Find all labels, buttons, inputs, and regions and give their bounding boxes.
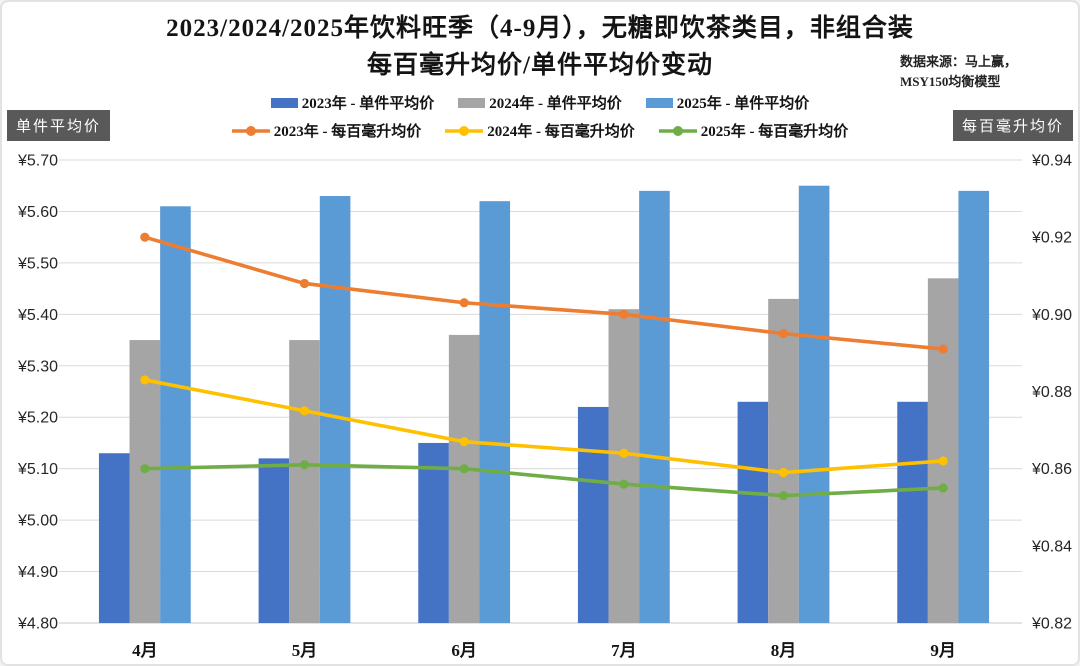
marker-2025年-4月	[140, 464, 150, 474]
marker-2025年-7月	[619, 479, 629, 489]
marker-2024年-4月	[140, 375, 150, 385]
left-axis-title-badge: 单件平均价	[7, 110, 111, 141]
line-2024年	[143, 378, 945, 475]
left-axis-tick-label: ¥5.30	[17, 358, 58, 375]
legend-bar-swatch	[458, 97, 486, 108]
marker-2024年-7月	[619, 448, 629, 458]
x-axis-label-7月: 7月	[611, 641, 637, 660]
right-axis-tick-label: ¥0.94	[1031, 153, 1072, 170]
marker-2023年-6月	[459, 298, 469, 308]
marker-2024年-8月	[778, 467, 789, 478]
bar-2023年-7月	[577, 406, 609, 623]
chart-title-line1: 2023/2024/2025年饮料旺季（4-9月），无糖即饮茶类目，非组合装	[166, 15, 914, 42]
x-axis-label-4月: 4月	[132, 641, 158, 660]
line-2025年	[143, 463, 945, 498]
marker-2023年-7月	[619, 309, 629, 319]
legend-line-swatch	[658, 125, 697, 136]
bar-2024年-7月	[608, 309, 640, 623]
legend-item-line-2023年: 2023年 - 每百毫升均价	[231, 120, 422, 141]
data-source-line1: 数据来源：马上赢，	[900, 54, 1018, 69]
marker-2023年-9月	[938, 344, 948, 354]
legend-item-bar-2025年: 2025年 - 单件平均价	[645, 92, 810, 113]
right-axis-tick-label: ¥0.82	[1031, 616, 1072, 633]
marker-2024年-5月	[299, 406, 310, 416]
bar-2024年-5月	[289, 340, 320, 623]
legend-bar-swatch	[645, 97, 673, 108]
right-axis-tick-label: ¥0.84	[1031, 538, 1072, 555]
marker-2025年-6月	[459, 464, 469, 474]
legend-item-line-2025年: 2025年 - 每百毫升均价	[658, 120, 849, 141]
left-axis-tick-label: ¥5.00	[17, 513, 58, 530]
bar-2024年-6月	[448, 334, 480, 623]
legend-label: 2025年 - 单件平均价	[676, 96, 810, 112]
bar-2024年-8月	[768, 298, 799, 623]
x-axis-label-5月: 5月	[292, 641, 318, 660]
marker-2023年-8月	[778, 329, 789, 339]
bar-2024年-9月	[927, 278, 959, 623]
legend-label: 2025年 - 每百毫升均价	[700, 124, 849, 140]
bar-2025年-5月	[319, 196, 351, 623]
x-axis-label-6月: 6月	[451, 641, 477, 660]
left-axis-tick-label: ¥5.40	[17, 307, 58, 324]
marker-2025年-5月	[299, 460, 310, 470]
bar-2023年-4月	[98, 453, 130, 623]
legend-row-lines: 2023年 - 每百毫升均价 2024年 - 每百毫升均价 2025年 - 每百毫升…	[2, 120, 1078, 141]
right-axis-tick-label: ¥0.90	[1031, 307, 1072, 324]
bar-2025年-6月	[479, 201, 511, 623]
x-axis-label-9月: 9月	[930, 641, 956, 660]
bar-2023年-9月	[897, 401, 928, 623]
marker-2025年-9月	[938, 483, 948, 493]
marker-2024年-9月	[938, 456, 948, 466]
left-axis-tick-label: ¥5.10	[17, 461, 58, 478]
left-axis-tick-label: ¥5.60	[17, 204, 58, 221]
left-axis-tick-label: ¥5.70	[17, 153, 58, 170]
line-2023年	[143, 235, 945, 351]
legend-line-swatch	[231, 125, 270, 136]
legend-label: 2023年 - 每百毫升均价	[273, 124, 422, 140]
right-axis-tick-label: ¥0.88	[1031, 384, 1072, 401]
marker-2023年-4月	[140, 232, 150, 242]
bar-2025年-4月	[160, 206, 191, 624]
legend-item-line-2024年: 2024年 - 每百毫升均价	[445, 120, 635, 141]
left-axis-tick-label: ¥5.50	[17, 255, 58, 272]
legend-label: 2024年 - 单件平均价	[489, 96, 622, 112]
legend-line-swatch	[445, 125, 484, 136]
right-axis-tick-label: ¥0.86	[1031, 461, 1072, 478]
data-source-note: 数据来源：马上赢， MSY150均衡模型	[900, 52, 1070, 92]
right-axis-title-badge: 每百毫升均价	[952, 110, 1073, 141]
marker-2025年-8月	[778, 491, 789, 501]
left-axis-tick-label: ¥4.80	[17, 616, 58, 633]
marker-2023年-5月	[299, 278, 310, 289]
legend-label: 2024年 - 每百毫升均价	[487, 124, 635, 140]
data-source-line2: MSY150均衡模型	[900, 74, 1001, 89]
right-axis-tick-label: ¥0.92	[1031, 230, 1072, 247]
bar-2023年-5月	[258, 458, 290, 623]
chart-title: 2023/2024/2025年饮料旺季（4-9月），无糖即饮茶类目，非组合装 每…	[2, 10, 1078, 84]
bar-2025年-7月	[639, 190, 670, 623]
legend-item-bar-2023年: 2023年 - 单件平均价	[270, 92, 435, 113]
bar-2025年-9月	[958, 190, 990, 623]
bar-2025年-8月	[798, 185, 830, 623]
legend-row-bars: 2023年 - 单件平均价 2024年 - 单件平均价 2025年 - 单件平均价	[2, 92, 1078, 113]
bar-2024年-4月	[129, 340, 161, 623]
left-axis-tick-label: ¥4.90	[17, 564, 58, 581]
legend-item-bar-2024年: 2024年 - 单件平均价	[458, 92, 622, 113]
chart-title-line2: 每百毫升均价/单件平均价变动	[367, 52, 713, 79]
marker-2024年-6月	[459, 437, 469, 447]
bar-2023年-6月	[418, 442, 449, 623]
legend-bar-swatch	[270, 97, 298, 108]
bar-2023年-8月	[737, 401, 769, 623]
x-axis-label-8月: 8月	[771, 641, 797, 660]
left-axis-tick-label: ¥5.20	[17, 410, 58, 427]
legend-label: 2023年 - 单件平均价	[301, 96, 435, 112]
